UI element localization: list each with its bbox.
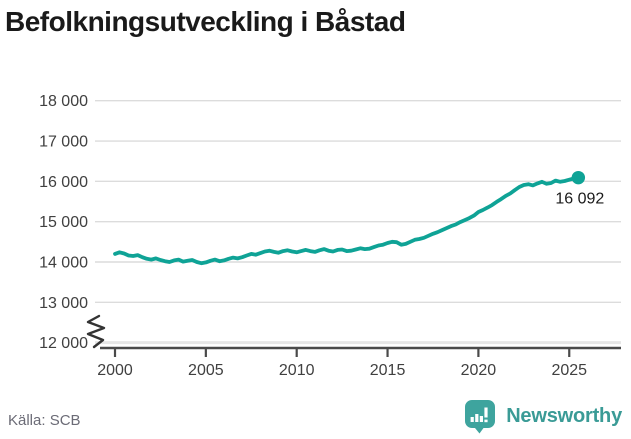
y-tick-label: 17 000 (39, 134, 88, 151)
y-tick-labels: 18 000 17 000 16 000 15 000 14 000 13 000 12 0… (39, 93, 88, 352)
y-tick-label: 13 000 (39, 295, 88, 312)
newsworthy-wordmark: Newsworthy (506, 404, 622, 427)
x-tick-label: 2015 (370, 362, 406, 379)
population-series-line (113, 175, 581, 266)
x-tick-label: 2000 (97, 362, 133, 379)
endpoint-dot (571, 170, 586, 185)
source-note: Källa: SCB (8, 412, 81, 429)
axis-break-icon (86, 314, 106, 349)
y-tick-label: 14 000 (39, 255, 88, 272)
x-axis-ticks (113, 348, 571, 357)
y-tick-label: 16 000 (39, 174, 88, 191)
y-gridlines (95, 100, 621, 345)
newsworthy-branding: Newsworthy (463, 398, 622, 434)
endpoint-value-label: 16 092 (555, 191, 604, 208)
x-tick-label: 2025 (551, 362, 587, 379)
y-tick-label: 15 000 (39, 214, 88, 231)
y-tick-label: 12 000 (39, 335, 88, 352)
x-tick-label: 2005 (188, 362, 224, 379)
y-tick-label: 18 000 (39, 93, 88, 110)
x-tick-label: 2010 (279, 362, 315, 379)
x-tick-labels: 2000 2005 2010 2015 2020 2025 (97, 362, 587, 379)
x-tick-label: 2020 (461, 362, 497, 379)
bar-chart-speech-bubble-icon (465, 400, 496, 434)
page-title: Befolkningsutveckling i Båstad (5, 6, 406, 37)
